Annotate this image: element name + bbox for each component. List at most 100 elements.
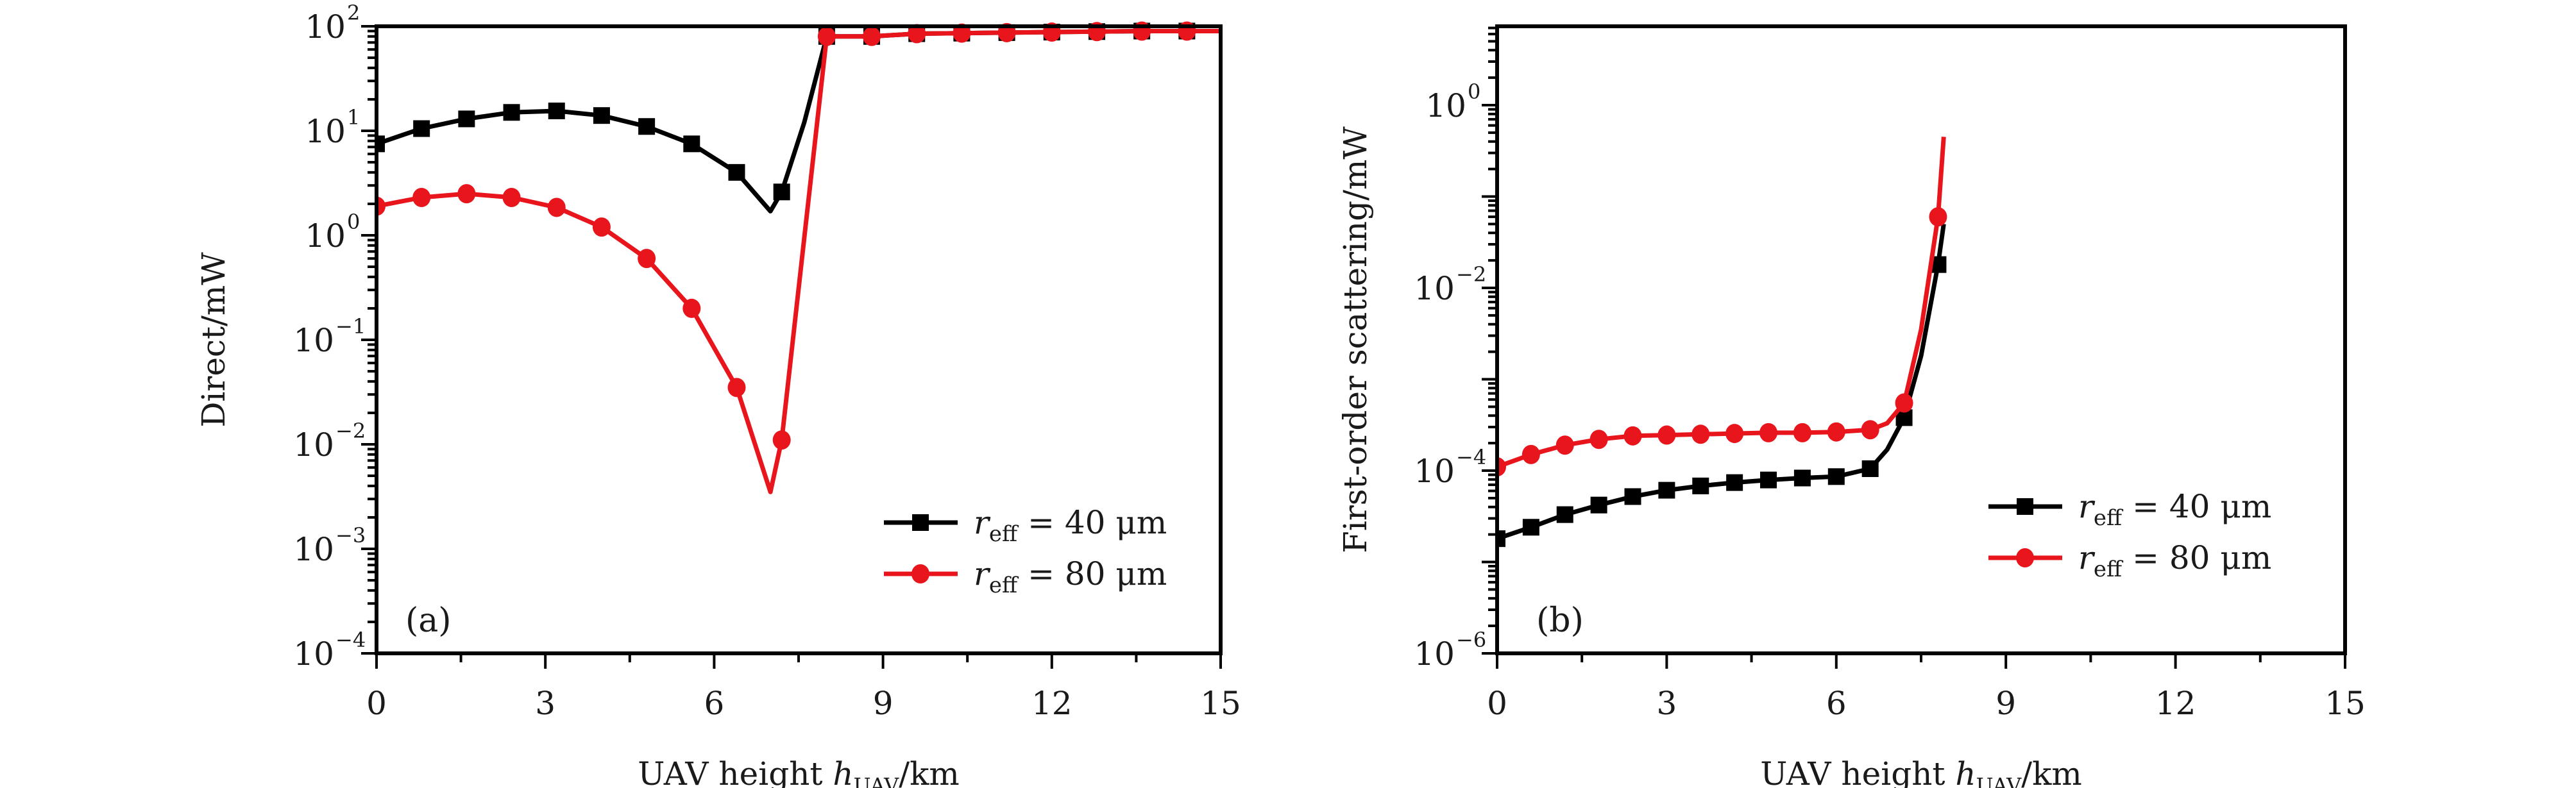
x-tick-label: 3: [1656, 685, 1677, 722]
legend-rest: = 40 μm: [2122, 488, 2271, 525]
legend-sub: eff: [2094, 557, 2124, 582]
data-point-square: [773, 183, 790, 201]
series-line: [1497, 223, 1946, 541]
y-tick-exponent: 2: [347, 1, 360, 25]
legend-item: reff = 80 μm: [884, 555, 1167, 598]
data-point-circle: [457, 184, 476, 204]
x-tick-label: 12: [2155, 685, 2196, 722]
y-tick-exponent: −2: [335, 419, 366, 443]
data-point-square: [728, 163, 745, 181]
data-point-square: [548, 102, 565, 119]
data-point-circle: [908, 24, 926, 44]
y-tick-label: 10 −4: [293, 628, 366, 673]
legend-rest: = 40 μm: [1017, 504, 1167, 541]
panel-label: (a): [405, 601, 452, 640]
x-axis-title-main: UAV height: [638, 755, 833, 788]
data-point-circle: [1895, 393, 1913, 413]
data-point-circle: [377, 196, 386, 216]
legend-sub: eff: [2094, 505, 2124, 531]
data-point-circle: [1759, 423, 1778, 442]
y-tick-label: 10 1: [305, 105, 360, 150]
data-point-square: [1522, 519, 1539, 536]
data-point-circle: [502, 188, 521, 208]
y-tick-base: 10: [1414, 453, 1455, 490]
y-tick-label: 10 −2: [293, 419, 366, 464]
y-tick-label: 10 0: [1425, 80, 1480, 124]
data-point-circle: [1589, 430, 1608, 449]
y-tick-exponent: 1: [347, 105, 360, 130]
legend-var: r: [974, 504, 991, 541]
data-point-square: [458, 110, 475, 128]
data-point-square: [1827, 468, 1845, 485]
series-line: [1497, 137, 1946, 469]
data-point-circle: [1497, 457, 1506, 477]
legend-item: reff = 40 μm: [1988, 488, 2271, 531]
series-reff-80: [377, 21, 1221, 494]
data-point-circle: [863, 26, 881, 46]
y-tick-exponent: −3: [335, 523, 366, 548]
y-tick-label: 10 2: [305, 1, 360, 46]
x-axis: 0 3 6 9 12 15: [366, 653, 1241, 722]
y-tick-exponent: −4: [335, 628, 366, 652]
data-point-square: [1793, 469, 1811, 487]
y-tick-label: 10 0: [305, 210, 360, 255]
x-tick-label: 12: [1031, 685, 1072, 722]
legend-label: reff = 40 μm: [974, 504, 1167, 547]
legend-label: reff = 80 μm: [2078, 539, 2271, 582]
data-point-square: [1760, 471, 1777, 489]
series-reff-80: [1497, 137, 1947, 477]
x-axis-title: UAV height hUAV/km: [1760, 755, 2082, 788]
data-point-circle: [1133, 21, 1151, 41]
x-tick-label: 3: [535, 685, 555, 722]
data-point-square: [1658, 482, 1675, 499]
series-reff-40: [377, 22, 1221, 214]
legend-label: reff = 40 μm: [2078, 488, 2271, 531]
y-tick-base: 10: [305, 217, 346, 255]
legend-var: r: [2078, 539, 2096, 576]
y-axis-title: Direct/mW: [195, 252, 232, 428]
y-tick-label: 10 −1: [293, 314, 366, 359]
y-tick-exponent: −4: [1456, 445, 1486, 469]
legend-var: r: [974, 555, 991, 592]
legend-square-marker: [912, 514, 929, 531]
legend-square-marker: [2017, 498, 2033, 515]
x-axis-title-sub: UAV: [1976, 773, 2022, 788]
y-tick-exponent: −6: [1456, 628, 1486, 652]
data-point-circle: [953, 23, 971, 43]
legend-sub: eff: [989, 521, 1019, 547]
legend-var: r: [2078, 488, 2096, 525]
y-tick-label: 10 −2: [1414, 262, 1486, 307]
data-point-circle: [1725, 424, 1744, 444]
data-point-square: [1624, 488, 1641, 505]
y-tick-exponent: −1: [335, 314, 366, 339]
data-point-circle: [592, 217, 611, 237]
y-axis-title: First-order scattering/mW: [1337, 126, 1374, 553]
legend-rest: = 80 μm: [1017, 555, 1167, 592]
data-point-square: [638, 118, 656, 135]
x-axis-title-var: h: [833, 755, 853, 788]
y-tick-label: 10 −4: [1414, 445, 1486, 490]
legend-label: reff = 80 μm: [974, 555, 1167, 598]
y-tick-base: 10: [305, 8, 346, 46]
y-tick-base: 10: [1414, 270, 1455, 307]
legend-item: reff = 80 μm: [1988, 539, 2271, 582]
x-axis: 0 3 6 9 12 15: [1487, 653, 2366, 722]
series-line: [377, 29, 1221, 494]
legend-circle-marker: [911, 564, 929, 583]
x-axis-title-unit: /km: [899, 755, 960, 788]
data-point-circle: [1657, 425, 1676, 445]
data-point-square: [593, 107, 610, 124]
x-tick-label: 6: [1826, 685, 1847, 722]
data-point-circle: [547, 197, 566, 217]
legend-item: reff = 40 μm: [884, 504, 1167, 547]
x-tick-label: 6: [704, 685, 724, 722]
data-point-circle: [412, 188, 431, 208]
y-tick-exponent: 0: [1468, 80, 1480, 104]
data-point-circle: [1521, 444, 1540, 464]
